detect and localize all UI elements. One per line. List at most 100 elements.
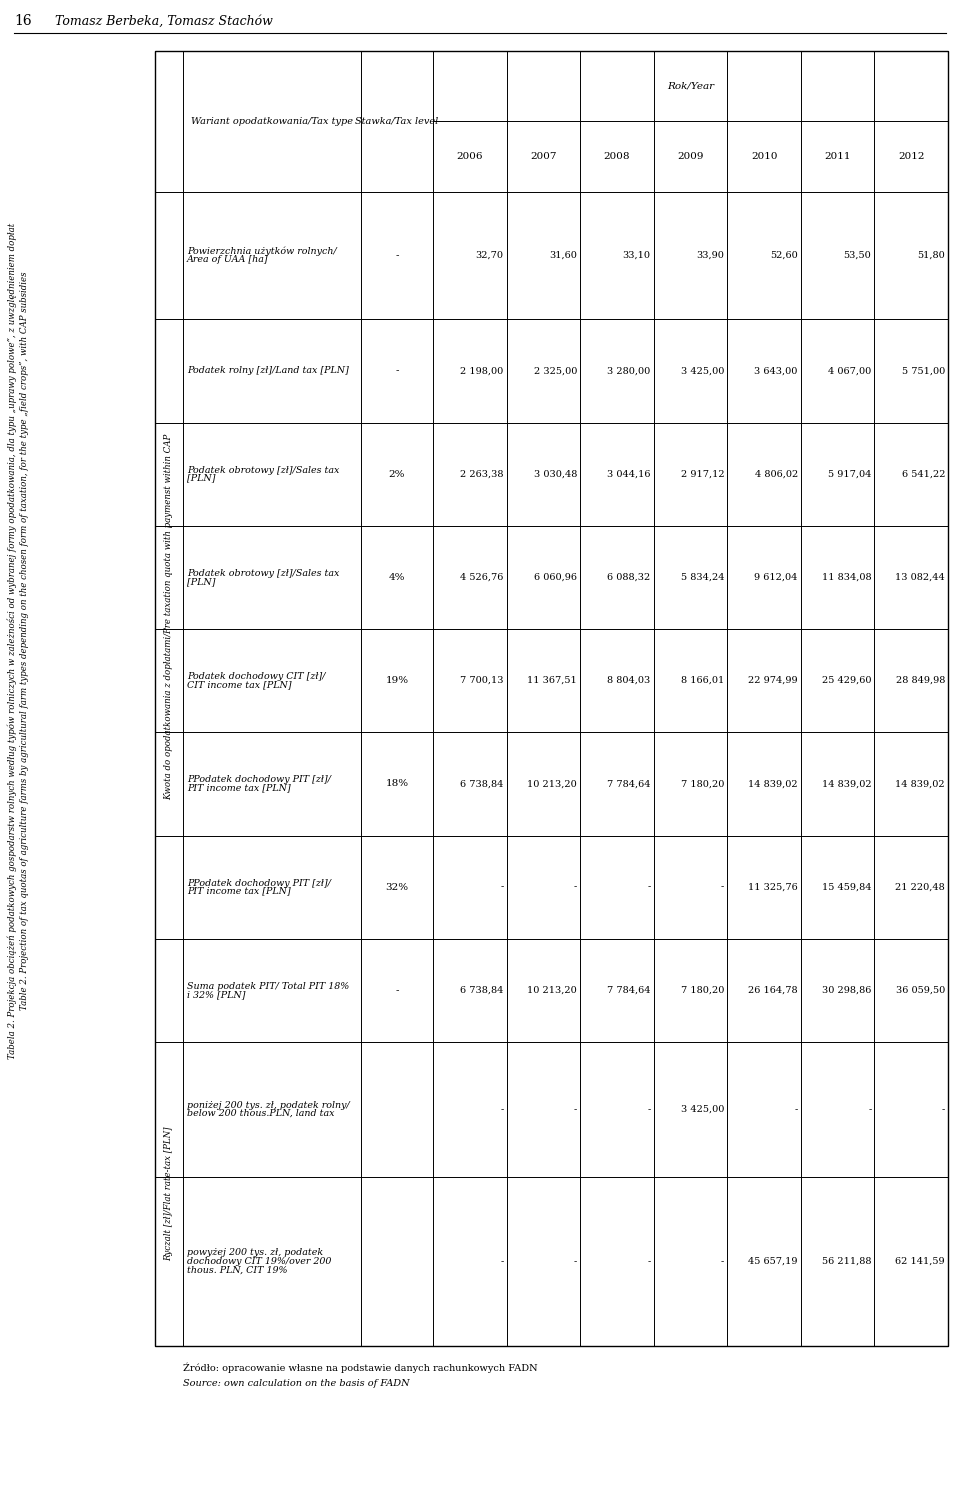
Text: 6 541,22: 6 541,22 [901, 470, 945, 479]
Text: 2012: 2012 [898, 153, 924, 162]
Text: CIT income tax [PLN]: CIT income tax [PLN] [187, 680, 292, 689]
Text: 9 612,04: 9 612,04 [755, 573, 798, 582]
Text: 14 839,02: 14 839,02 [748, 780, 798, 789]
Text: 13 082,44: 13 082,44 [896, 573, 945, 582]
Text: poniżej 200 tys. zł, podatek rolny/: poniżej 200 tys. zł, podatek rolny/ [187, 1102, 349, 1111]
Text: 2 917,12: 2 917,12 [681, 470, 724, 479]
Text: 19%: 19% [385, 675, 409, 684]
Text: 4%: 4% [389, 573, 405, 582]
Text: 56 211,88: 56 211,88 [822, 1257, 872, 1266]
Text: 4 806,02: 4 806,02 [755, 470, 798, 479]
Text: 2%: 2% [389, 470, 405, 479]
Text: -: - [574, 1257, 577, 1266]
Text: powyżej 200 tys. zł, podatek: powyżej 200 tys. zł, podatek [187, 1248, 324, 1257]
Text: 3 425,00: 3 425,00 [681, 1105, 724, 1114]
Bar [155, 51, 948, 1346]
Text: 22 974,99: 22 974,99 [748, 675, 798, 684]
Text: -: - [647, 1257, 651, 1266]
Text: Rok/Year: Rok/Year [667, 82, 714, 91]
Text: 4 067,00: 4 067,00 [828, 367, 872, 376]
Text: PPodatek dochodowy PIT [zł]/: PPodatek dochodowy PIT [zł]/ [187, 878, 331, 887]
Text: 33,10: 33,10 [623, 251, 651, 260]
Text: 11 367,51: 11 367,51 [527, 675, 577, 684]
Text: 51,80: 51,80 [917, 251, 945, 260]
Text: 7 784,64: 7 784,64 [608, 985, 651, 994]
Text: 18%: 18% [385, 780, 409, 789]
Text: PPodatek dochodowy PIT [zł]/: PPodatek dochodowy PIT [zł]/ [187, 775, 331, 784]
Text: Tomasz Berbeka, Tomasz Stachów: Tomasz Berbeka, Tomasz Stachów [55, 15, 273, 27]
Text: 3 044,16: 3 044,16 [608, 470, 651, 479]
Text: -: - [500, 1105, 504, 1114]
Text: 5 751,00: 5 751,00 [901, 367, 945, 376]
Text: 6 088,32: 6 088,32 [608, 573, 651, 582]
Text: 2010: 2010 [751, 153, 778, 162]
Text: 2006: 2006 [457, 153, 483, 162]
Text: below 200 thous.PLN, land tax: below 200 thous.PLN, land tax [187, 1109, 334, 1118]
Text: dochodowy CIT 19%/over 200: dochodowy CIT 19%/over 200 [187, 1257, 331, 1266]
Text: 28 849,98: 28 849,98 [896, 675, 945, 684]
Text: 2 263,38: 2 263,38 [460, 470, 504, 479]
Text: [PLN]: [PLN] [187, 474, 215, 482]
Text: -: - [647, 1105, 651, 1114]
Text: 30 298,86: 30 298,86 [822, 985, 872, 994]
Text: 7 700,13: 7 700,13 [460, 675, 504, 684]
Text: -: - [396, 985, 398, 994]
Text: -: - [721, 1257, 724, 1266]
Text: 2008: 2008 [604, 153, 630, 162]
Text: PIT income tax [PLN]: PIT income tax [PLN] [187, 887, 291, 896]
Text: 62 141,59: 62 141,59 [896, 1257, 945, 1266]
Text: 31,60: 31,60 [549, 251, 577, 260]
Text: 4 526,76: 4 526,76 [460, 573, 504, 582]
Text: Podatek dochodowy CIT [zł]/: Podatek dochodowy CIT [zł]/ [187, 672, 325, 681]
Text: 8 804,03: 8 804,03 [608, 675, 651, 684]
Text: 7 180,20: 7 180,20 [681, 985, 724, 994]
Text: 14 839,02: 14 839,02 [822, 780, 872, 789]
Text: -: - [500, 1257, 504, 1266]
Text: Źródło: opracowanie własne na podstawie danych rachunkowych FADN: Źródło: opracowanie własne na podstawie … [183, 1363, 538, 1373]
Text: 10 213,20: 10 213,20 [527, 985, 577, 994]
Text: 6 060,96: 6 060,96 [534, 573, 577, 582]
Text: 3 425,00: 3 425,00 [681, 367, 724, 376]
Text: Ryczalt [zł]/Flat rate-tax [PLN]: Ryczalt [zł]/Flat rate-tax [PLN] [164, 1127, 174, 1262]
Text: 2009: 2009 [677, 153, 704, 162]
Text: 11 834,08: 11 834,08 [822, 573, 872, 582]
Text: 2011: 2011 [825, 153, 851, 162]
Text: 7 784,64: 7 784,64 [608, 780, 651, 789]
Text: 2007: 2007 [530, 153, 557, 162]
Text: 3 643,00: 3 643,00 [755, 367, 798, 376]
Text: 21 220,48: 21 220,48 [896, 882, 945, 891]
Text: Source: own calculation on the basis of FADN: Source: own calculation on the basis of … [183, 1380, 410, 1389]
Text: 45 657,19: 45 657,19 [749, 1257, 798, 1266]
Text: 2 325,00: 2 325,00 [534, 367, 577, 376]
Text: Tabela 2. Projekcja obciążeń podatkowych gospodarstw rolnych według typów rolnic: Tabela 2. Projekcja obciążeń podatkowych… [8, 224, 29, 1059]
Text: 53,50: 53,50 [844, 251, 872, 260]
Text: -: - [396, 367, 398, 376]
Text: 36 059,50: 36 059,50 [896, 985, 945, 994]
Text: 7 180,20: 7 180,20 [681, 780, 724, 789]
Text: -: - [396, 251, 398, 260]
Text: 5 834,24: 5 834,24 [681, 573, 724, 582]
Text: 32,70: 32,70 [475, 251, 504, 260]
Text: 11 325,76: 11 325,76 [748, 882, 798, 891]
Text: -: - [942, 1105, 945, 1114]
Text: -: - [500, 882, 504, 891]
Text: 6 738,84: 6 738,84 [460, 780, 504, 789]
Text: Podatek obrotowy [zł]/Sales tax: Podatek obrotowy [zł]/Sales tax [187, 570, 340, 577]
Text: Kwota do opodatkowania z dopłatami/Pre taxation quota with paymenst within CAP: Kwota do opodatkowania z dopłatami/Pre t… [164, 434, 174, 799]
Text: 16: 16 [14, 14, 32, 29]
Text: Wariant opodatkowania/Tax type: Wariant opodatkowania/Tax type [191, 116, 353, 125]
Text: i 32% [PLN]: i 32% [PLN] [187, 990, 246, 999]
Text: 2 198,00: 2 198,00 [461, 367, 504, 376]
Text: Powierzchnia użytków rolnych/: Powierzchnia użytków rolnych/ [187, 246, 337, 257]
Text: Podatek obrotowy [zł]/Sales tax: Podatek obrotowy [zł]/Sales tax [187, 465, 340, 474]
Text: -: - [574, 1105, 577, 1114]
Text: 6 738,84: 6 738,84 [460, 985, 504, 994]
Text: 3 030,48: 3 030,48 [534, 470, 577, 479]
Text: thous. PLN, CIT 19%: thous. PLN, CIT 19% [187, 1266, 287, 1275]
Text: PIT income tax [PLN]: PIT income tax [PLN] [187, 783, 291, 792]
Text: 10 213,20: 10 213,20 [527, 780, 577, 789]
Text: [PLN]: [PLN] [187, 577, 215, 586]
Text: Podatek rolny [zł]/Land tax [PLN]: Podatek rolny [zł]/Land tax [PLN] [187, 367, 348, 376]
Text: 8 166,01: 8 166,01 [681, 675, 724, 684]
Text: 33,90: 33,90 [696, 251, 724, 260]
